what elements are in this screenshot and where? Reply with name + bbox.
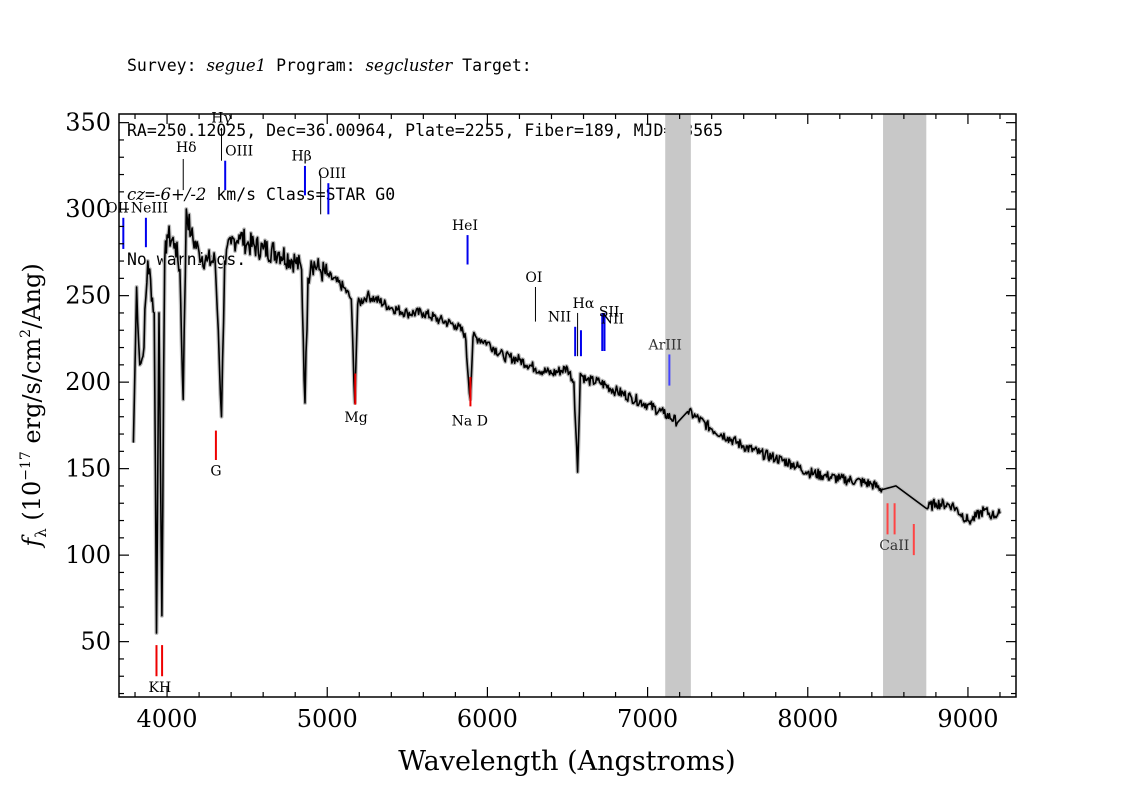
line-label-17: KH xyxy=(149,680,172,696)
cz-label: cz xyxy=(127,185,145,204)
x-tick-label-5: 9000 xyxy=(937,705,998,733)
y-tick-label-4: 250 xyxy=(65,282,111,310)
masked-region-0 xyxy=(665,114,691,697)
class-info: km/s Class=STAR G0 xyxy=(206,185,396,204)
header-line-3: cz=-6+/-2 km/s Class=STAR G0 xyxy=(127,184,723,206)
line-label-3: Hγ xyxy=(211,111,232,127)
line-label-5: Hβ xyxy=(291,149,311,165)
cz-value: -6+/-2 xyxy=(154,185,207,204)
x-axis-label: Wavelength (Angstroms) xyxy=(398,746,735,777)
program-prefix: Program: xyxy=(266,56,366,75)
error-band xyxy=(131,207,1002,635)
line-label-13: ArIII xyxy=(648,337,682,353)
x-tick-label-2: 6000 xyxy=(457,705,518,733)
line-label-0: OII xyxy=(106,201,129,217)
line-label-1: NeIII xyxy=(131,201,168,217)
target-label: Target: xyxy=(452,56,532,75)
line-label-7: HeI xyxy=(452,218,478,234)
x-tick-label-4: 8000 xyxy=(777,705,838,733)
line-label-12: SII xyxy=(599,304,620,320)
x-tick-label-1: 5000 xyxy=(297,705,358,733)
x-tick-label-3: 7000 xyxy=(617,705,678,733)
line-label-10: NII xyxy=(548,310,571,326)
y-tick-label-5: 300 xyxy=(65,195,111,223)
y-tick-label-3: 200 xyxy=(65,368,111,396)
masked-regions xyxy=(665,114,927,697)
y-tick-label-6: 350 xyxy=(65,109,111,137)
y-tick-label-0: 50 xyxy=(80,628,111,656)
line-label-8: OI xyxy=(525,270,542,286)
line-label-18: CaII xyxy=(879,538,909,554)
x-tick-label-0: 4000 xyxy=(137,705,198,733)
line-label-6: OIII xyxy=(318,166,346,182)
axes: 4000 5000 6000 7000 8000 9000 50 100 150 200 250 30… xyxy=(65,109,1016,733)
header-line-1: Survey: segue1 Program: segcluster Targe… xyxy=(127,55,723,77)
line-label-4: OIII xyxy=(225,144,253,160)
cz-equals: = xyxy=(144,185,155,204)
spectrum-line xyxy=(132,208,1001,634)
y-tick-label-1: 100 xyxy=(65,541,111,569)
plot-frame xyxy=(118,113,1017,698)
y-axis-label: fλ (10−17 erg/s/cm2/Ang) xyxy=(18,263,50,548)
line-label-11: NII xyxy=(601,311,624,327)
line-label-9: Hα xyxy=(573,296,595,312)
y-tick-label-2: 150 xyxy=(65,455,111,483)
masked-region-1 xyxy=(883,114,927,697)
line-label-16: G xyxy=(210,464,221,480)
spectral-line-markers xyxy=(122,127,915,677)
survey-name: segue1 xyxy=(206,56,267,75)
line-label-2: Hδ xyxy=(176,140,197,156)
spectrum-header: Survey: segue1 Program: segcluster Targe… xyxy=(127,12,723,292)
line-label-15: Na D xyxy=(452,413,488,429)
spectrum-series xyxy=(131,207,1002,635)
program-name: segcluster xyxy=(365,56,453,75)
survey-prefix: Survey: xyxy=(127,56,207,75)
line-label-14: Mg xyxy=(344,410,367,426)
header-line-2: RA=250.12025, Dec=36.00964, Plate=2255, … xyxy=(127,120,724,140)
